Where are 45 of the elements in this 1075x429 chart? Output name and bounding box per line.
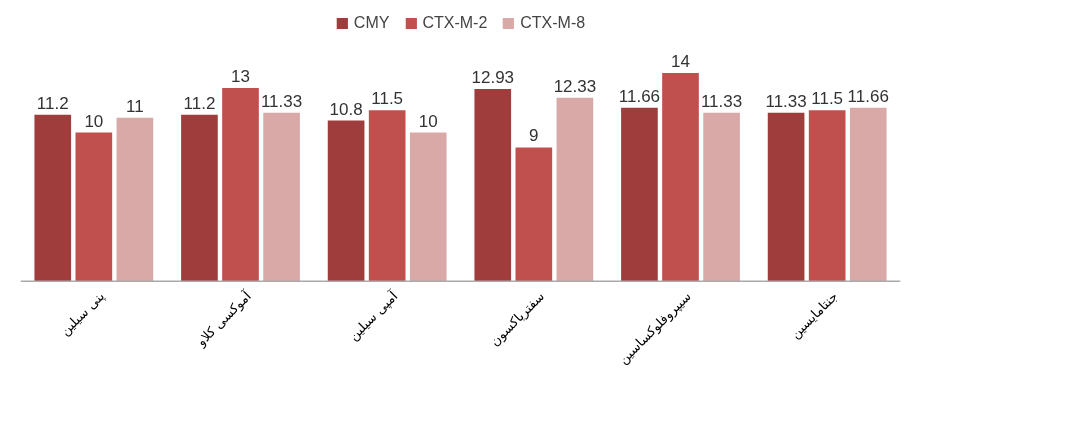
bar xyxy=(515,147,553,282)
bar xyxy=(181,114,218,282)
data-label: 12.33 xyxy=(553,76,597,96)
x-tick-label: پنی سیلین xyxy=(57,288,109,340)
data-label: 11 xyxy=(126,96,144,116)
x-tick-label: سفتریاکسون xyxy=(486,288,548,350)
data-label: 9 xyxy=(529,126,539,146)
bar xyxy=(621,107,658,282)
data-label: 11.5 xyxy=(371,89,404,109)
data-label: 10 xyxy=(84,111,104,131)
bar xyxy=(767,112,805,282)
data-label: 11.66 xyxy=(847,86,889,106)
x-tick-label: آمپی سیلین xyxy=(345,286,403,344)
bar xyxy=(222,87,259,282)
bar xyxy=(263,112,300,282)
data-label: 11.5 xyxy=(811,89,844,109)
x-tick-label: جنتامایسین xyxy=(787,288,842,343)
bar xyxy=(474,88,512,282)
data-label: 10.8 xyxy=(329,99,363,119)
x-tick-label: سیپروفلوکساسین xyxy=(615,288,695,368)
legend-label: CTX-M-8 xyxy=(520,14,586,32)
legend-label: CTX-M-2 xyxy=(422,14,488,32)
bar xyxy=(808,110,846,282)
data-label: 11.2 xyxy=(36,93,69,113)
bar xyxy=(116,117,154,282)
bar xyxy=(75,132,113,282)
x-tick-label: آموکسی کلاو xyxy=(192,286,256,351)
bar xyxy=(409,132,447,282)
data-label: 11.33 xyxy=(700,91,743,111)
bar xyxy=(849,107,887,282)
data-label: 14 xyxy=(671,52,690,71)
bar xyxy=(327,120,365,282)
data-label: 13 xyxy=(231,66,250,86)
data-label: 11.33 xyxy=(260,91,303,111)
bar xyxy=(556,97,594,282)
data-label: 10 xyxy=(418,111,438,131)
data-label: 11.66 xyxy=(618,86,661,106)
bar xyxy=(368,110,406,282)
data-label: 11.2 xyxy=(183,93,216,113)
bar xyxy=(703,112,740,282)
data-label: 11.33 xyxy=(765,91,807,111)
bar xyxy=(662,73,699,282)
data-label: 12.93 xyxy=(471,67,515,87)
bar xyxy=(34,114,72,282)
legend-label: CMY xyxy=(353,14,390,32)
